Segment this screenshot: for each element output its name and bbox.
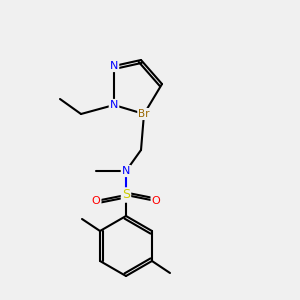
Text: N: N (110, 100, 118, 110)
Text: Br: Br (138, 109, 150, 119)
Text: S: S (122, 188, 130, 202)
Text: O: O (152, 196, 160, 206)
Text: N: N (110, 61, 118, 71)
Text: N: N (122, 166, 130, 176)
Text: O: O (92, 196, 100, 206)
